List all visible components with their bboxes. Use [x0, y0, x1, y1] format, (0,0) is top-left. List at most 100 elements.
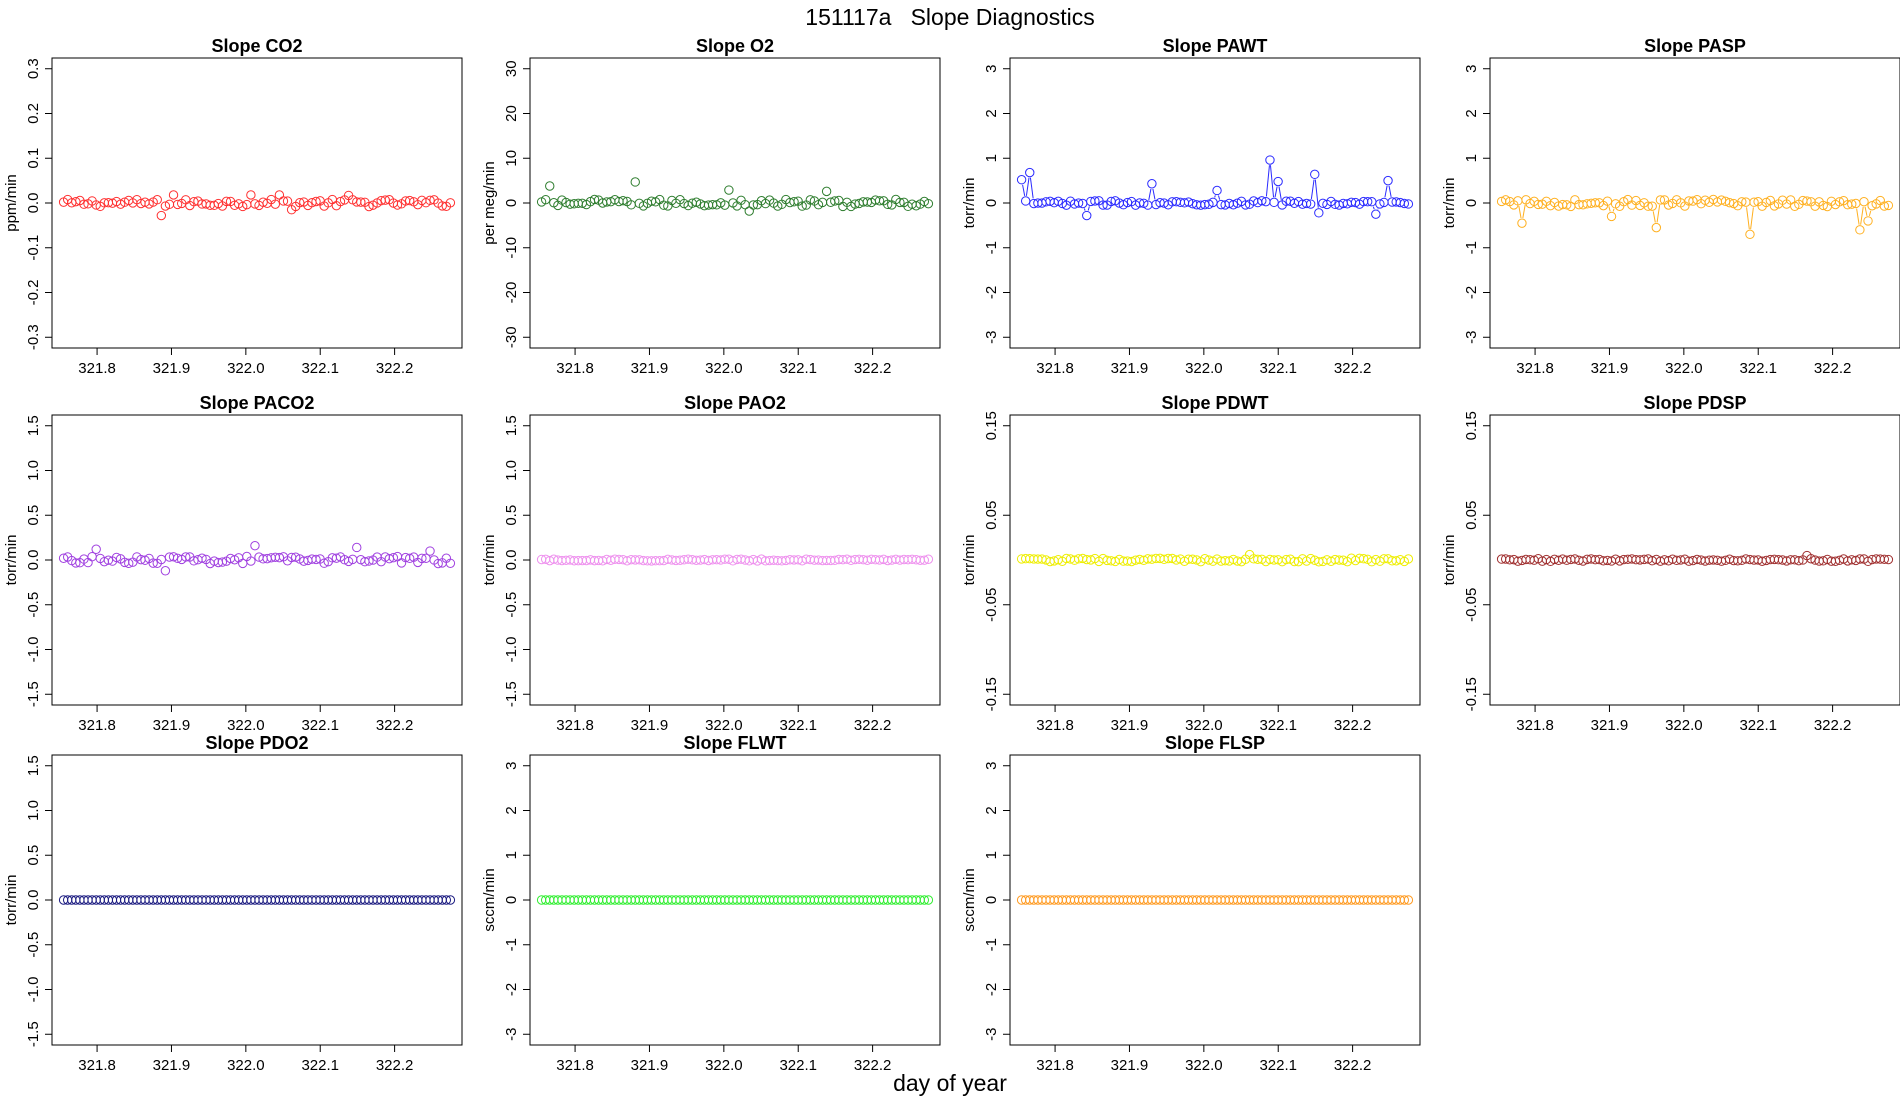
- data-point: [1847, 199, 1857, 209]
- data-point: [1098, 200, 1108, 210]
- data-point: [417, 553, 427, 564]
- x-tick-label: 322.2: [854, 1057, 892, 1074]
- x-tick-label: 322.0: [1185, 1057, 1223, 1074]
- data-point: [1602, 196, 1613, 206]
- data-point: [797, 201, 807, 211]
- x-tick-label: 321.9: [1591, 360, 1629, 377]
- data-point: [805, 195, 816, 205]
- y-tick-label: -30: [503, 326, 520, 348]
- data-point: [295, 197, 305, 208]
- series-segment: [1652, 211, 1656, 223]
- data-point: [882, 199, 893, 210]
- series-segment: [1746, 207, 1750, 230]
- y-tick-label: -2: [503, 983, 520, 996]
- data-point: [1228, 200, 1239, 210]
- y-tick-label: 0.5: [503, 505, 520, 526]
- x-tick-label: 322.1: [1739, 360, 1777, 377]
- y-tick-label: -0.1: [25, 235, 42, 261]
- series: [536, 895, 934, 905]
- data-point: [1375, 199, 1385, 209]
- x-tick-label: 322.1: [1259, 360, 1297, 377]
- data-point: [1517, 218, 1527, 228]
- series: [1496, 550, 1894, 567]
- data-point: [919, 895, 930, 905]
- data-point: [923, 198, 934, 209]
- data-point: [1305, 199, 1316, 209]
- data-point: [1403, 199, 1414, 209]
- y-tick-label: -3: [983, 331, 1000, 344]
- y-tick-label: -0.15: [1463, 677, 1480, 711]
- y-tick-label: 0.3: [25, 58, 42, 79]
- data-point: [156, 210, 167, 221]
- series-segment: [1083, 208, 1086, 211]
- y-tick-label: 3: [1463, 65, 1480, 73]
- series-segment: [1522, 204, 1526, 219]
- data-point: [160, 201, 171, 211]
- panel-title: Slope O2: [696, 36, 774, 56]
- y-tick-label: 1: [983, 154, 1000, 162]
- x-tick-label: 322.2: [1334, 1057, 1372, 1074]
- y-tick-label: 0.0: [503, 550, 520, 571]
- data-point: [148, 558, 158, 568]
- y-tick-label: 0.2: [25, 103, 42, 124]
- x-tick-label: 322.1: [1259, 717, 1297, 734]
- y-tick-label: -1.0: [25, 637, 42, 663]
- y-tick-label: 1: [503, 851, 520, 859]
- data-point: [437, 201, 447, 211]
- data-point: [830, 196, 840, 206]
- series-segment: [1278, 186, 1282, 200]
- y-tick-label: -2: [983, 983, 1000, 996]
- data-point: [1289, 556, 1300, 567]
- y-tick-label: 1.0: [25, 460, 42, 481]
- x-tick-label: 322.0: [705, 717, 743, 734]
- data-point: [246, 190, 256, 200]
- data-point: [630, 177, 640, 187]
- y-tick-label: 0: [503, 199, 520, 207]
- data-point: [1273, 176, 1283, 187]
- panel-title: Slope PASP: [1644, 36, 1746, 56]
- data-point: [773, 201, 783, 211]
- series: [536, 554, 934, 566]
- data-point: [1655, 195, 1666, 205]
- y-axis-label: ppm/min: [3, 174, 20, 232]
- data-point: [1883, 200, 1894, 211]
- series-segment: [1022, 184, 1026, 196]
- data-point: [189, 556, 199, 566]
- y-tick-label: -1.0: [503, 637, 520, 663]
- series-segment: [1274, 186, 1278, 198]
- series-segment: [1868, 210, 1872, 217]
- y-tick-label: -10: [503, 237, 520, 259]
- data-point: [1399, 198, 1410, 209]
- series-segment: [1384, 185, 1388, 198]
- plot-frame: [1009, 754, 1421, 1046]
- series-segment: [1372, 206, 1375, 210]
- data-point: [197, 553, 207, 563]
- panel-title: Slope FLWT: [684, 733, 787, 753]
- x-tick-label: 322.2: [376, 1057, 414, 1074]
- data-point: [1863, 216, 1873, 226]
- data-point: [445, 198, 456, 208]
- x-tick-label: 321.9: [153, 360, 191, 377]
- series-segment: [1152, 188, 1156, 200]
- figure-x-axis-label: day of year: [893, 1070, 1007, 1096]
- series: [1016, 155, 1414, 221]
- data-point: [1403, 554, 1414, 564]
- data-point: [789, 197, 799, 207]
- y-tick-label: 1: [1463, 154, 1480, 162]
- x-tick-label: 321.9: [631, 360, 669, 377]
- y-tick-label: -0.5: [25, 932, 42, 958]
- data-point: [659, 200, 669, 210]
- data-point: [1818, 200, 1828, 211]
- data-point: [1606, 211, 1617, 222]
- x-tick-label: 322.2: [1814, 360, 1852, 377]
- data-point: [168, 552, 179, 562]
- data-point: [1716, 195, 1727, 205]
- panel-title: Slope PDSP: [1643, 393, 1746, 413]
- y-axis-label: per meg/min: [481, 161, 498, 244]
- data-point: [1305, 553, 1316, 564]
- y-tick-label: 0: [983, 199, 1000, 207]
- x-tick-label: 321.9: [631, 1057, 669, 1074]
- plot-frame: [1489, 414, 1900, 706]
- x-tick-label: 321.8: [1516, 717, 1554, 734]
- data-point: [91, 544, 101, 554]
